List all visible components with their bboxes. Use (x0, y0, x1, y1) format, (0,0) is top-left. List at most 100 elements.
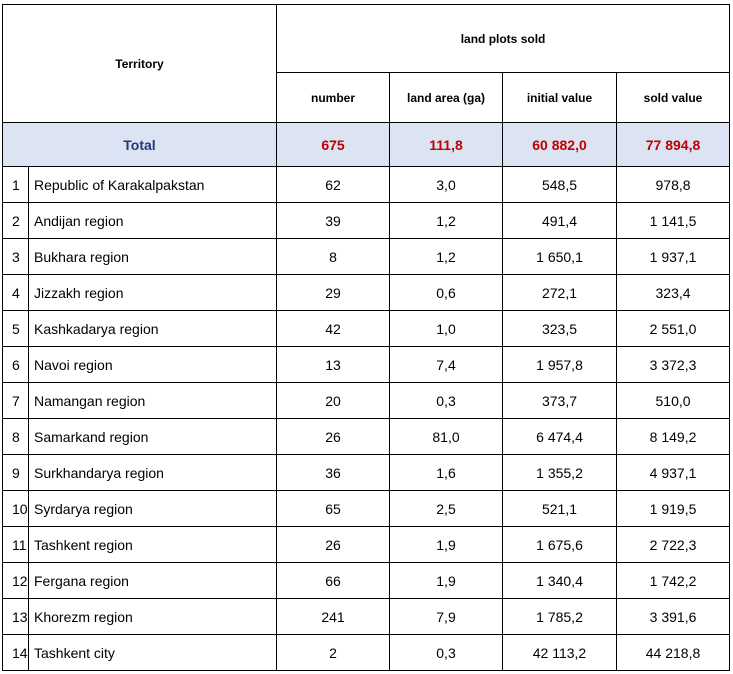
row-index: 3 (2, 238, 29, 275)
total-label: Total (2, 122, 277, 167)
territory-name: Bukhara region (28, 238, 277, 275)
table-row: 11 Tashkent region 26 1,9 1 675,6 2 722,3 (2, 526, 731, 563)
row-index: 8 (2, 418, 29, 455)
cell-land-area: 0,3 (389, 634, 503, 671)
total-row: Total 675 111,8 60 882,0 77 894,8 (2, 122, 731, 167)
cell-land-area: 0,6 (389, 274, 503, 311)
cell-sold-value: 1 937,1 (615, 238, 731, 275)
cell-number: 13 (276, 346, 390, 383)
column-header-initial-value: initial value (502, 72, 617, 123)
total-initial-value: 60 882,0 (502, 122, 617, 167)
row-index: 2 (2, 202, 29, 239)
territory-name: Khorezm region (28, 598, 277, 635)
row-index: 1 (2, 166, 29, 203)
cell-sold-value: 978,8 (615, 166, 731, 203)
row-index: 10 (2, 490, 29, 527)
table-row: 1 Republic of Karakalpakstan 62 3,0 548,5 978… (2, 166, 731, 203)
table-row: 3 Bukhara region 8 1,2 1 650,1 1 937,1 (2, 238, 731, 275)
cell-land-area: 7,9 (389, 598, 503, 635)
cell-number: 39 (276, 202, 390, 239)
cell-number: 2 (276, 634, 390, 671)
territory-name: Republic of Karakalpakstan (28, 166, 277, 203)
table-row: 13 Khorezm region 241 7,9 1 785,2 3 391,6 (2, 598, 731, 635)
row-index: 13 (2, 598, 29, 635)
row-index: 4 (2, 274, 29, 311)
cell-land-area: 1,6 (389, 454, 503, 491)
row-index: 5 (2, 310, 29, 347)
cell-sold-value: 3 372,3 (615, 346, 731, 383)
cell-number: 42 (276, 310, 390, 347)
cell-land-area: 1,9 (389, 562, 503, 599)
territory-name: Kashkadarya region (28, 310, 277, 347)
territory-header: Territory (2, 4, 277, 123)
cell-sold-value: 2 722,3 (615, 526, 731, 563)
cell-initial-value: 272,1 (502, 274, 617, 311)
cell-sold-value: 1 742,2 (615, 562, 731, 599)
row-index: 6 (2, 346, 29, 383)
table-row: 6 Navoi region 13 7,4 1 957,8 3 372,3 (2, 346, 731, 383)
cell-land-area: 7,4 (389, 346, 503, 383)
cell-land-area: 81,0 (389, 418, 503, 455)
territory-name: Navoi region (28, 346, 277, 383)
cell-sold-value: 44 218,8 (615, 634, 731, 671)
cell-initial-value: 323,5 (502, 310, 617, 347)
cell-sold-value: 4 937,1 (615, 454, 731, 491)
cell-sold-value: 3 391,6 (615, 598, 731, 635)
territory-name: Surkhandarya region (28, 454, 277, 491)
cell-initial-value: 548,5 (502, 166, 617, 203)
cell-number: 20 (276, 382, 390, 419)
cell-initial-value: 491,4 (502, 202, 617, 239)
row-index: 12 (2, 562, 29, 599)
cell-number: 8 (276, 238, 390, 275)
cell-sold-value: 323,4 (615, 274, 731, 311)
table-row: 10 Syrdarya region 65 2,5 521,1 1 919,5 (2, 490, 731, 527)
cell-initial-value: 1 785,2 (502, 598, 617, 635)
cell-number: 66 (276, 562, 390, 599)
cell-sold-value: 8 149,2 (615, 418, 731, 455)
cell-initial-value: 521,1 (502, 490, 617, 527)
cell-land-area: 1,2 (389, 202, 503, 239)
table-row: 8 Samarkand region 26 81,0 6 474,4 8 149,2 (2, 418, 731, 455)
territory-name: Jizzakh region (28, 274, 277, 311)
cell-initial-value: 1 675,6 (502, 526, 617, 563)
territory-name: Andijan region (28, 202, 277, 239)
cell-land-area: 3,0 (389, 166, 503, 203)
row-index: 9 (2, 454, 29, 491)
table-row: 14 Tashkent city 2 0,3 42 113,2 44 218,8 (2, 634, 731, 671)
row-index: 7 (2, 382, 29, 419)
column-header-sold-value: sold value (615, 72, 731, 123)
land-plots-sold-header: land plots sold (275, 4, 731, 73)
cell-number: 26 (276, 526, 390, 563)
cell-sold-value: 1 919,5 (615, 490, 731, 527)
table-row: 2 Andijan region 39 1,2 491,4 1 141,5 (2, 202, 731, 239)
cell-sold-value: 2 551,0 (615, 310, 731, 347)
cell-number: 36 (276, 454, 390, 491)
cell-number: 65 (276, 490, 390, 527)
territory-name: Namangan region (28, 382, 277, 419)
territory-name: Fergana region (28, 562, 277, 599)
cell-initial-value: 1 957,8 (502, 346, 617, 383)
total-number: 675 (276, 122, 390, 167)
territory-name: Tashkent region (28, 526, 277, 563)
table-row: 12 Fergana region 66 1,9 1 340,4 1 742,2 (2, 562, 731, 599)
territory-name: Samarkand region (28, 418, 277, 455)
total-land-area: 111,8 (389, 122, 503, 167)
cell-land-area: 2,5 (389, 490, 503, 527)
cell-initial-value: 42 113,2 (502, 634, 617, 671)
cell-number: 241 (276, 598, 390, 635)
table-row: 4 Jizzakh region 29 0,6 272,1 323,4 (2, 274, 731, 311)
table-row: 7 Namangan region 20 0,3 373,7 510,0 (2, 382, 731, 419)
row-index: 11 (2, 526, 29, 563)
land-plots-table: Territory land plots sold number land ar… (2, 4, 731, 671)
cell-initial-value: 6 474,4 (502, 418, 617, 455)
total-sold-value: 77 894,8 (615, 122, 731, 167)
cell-initial-value: 1 340,4 (502, 562, 617, 599)
cell-initial-value: 1 355,2 (502, 454, 617, 491)
cell-land-area: 1,2 (389, 238, 503, 275)
cell-initial-value: 373,7 (502, 382, 617, 419)
table-row: 5 Kashkadarya region 42 1,0 323,5 2 551,0 (2, 310, 731, 347)
cell-land-area: 1,9 (389, 526, 503, 563)
cell-initial-value: 1 650,1 (502, 238, 617, 275)
cell-number: 62 (276, 166, 390, 203)
table-row: 9 Surkhandarya region 36 1,6 1 355,2 4 937,1 (2, 454, 731, 491)
